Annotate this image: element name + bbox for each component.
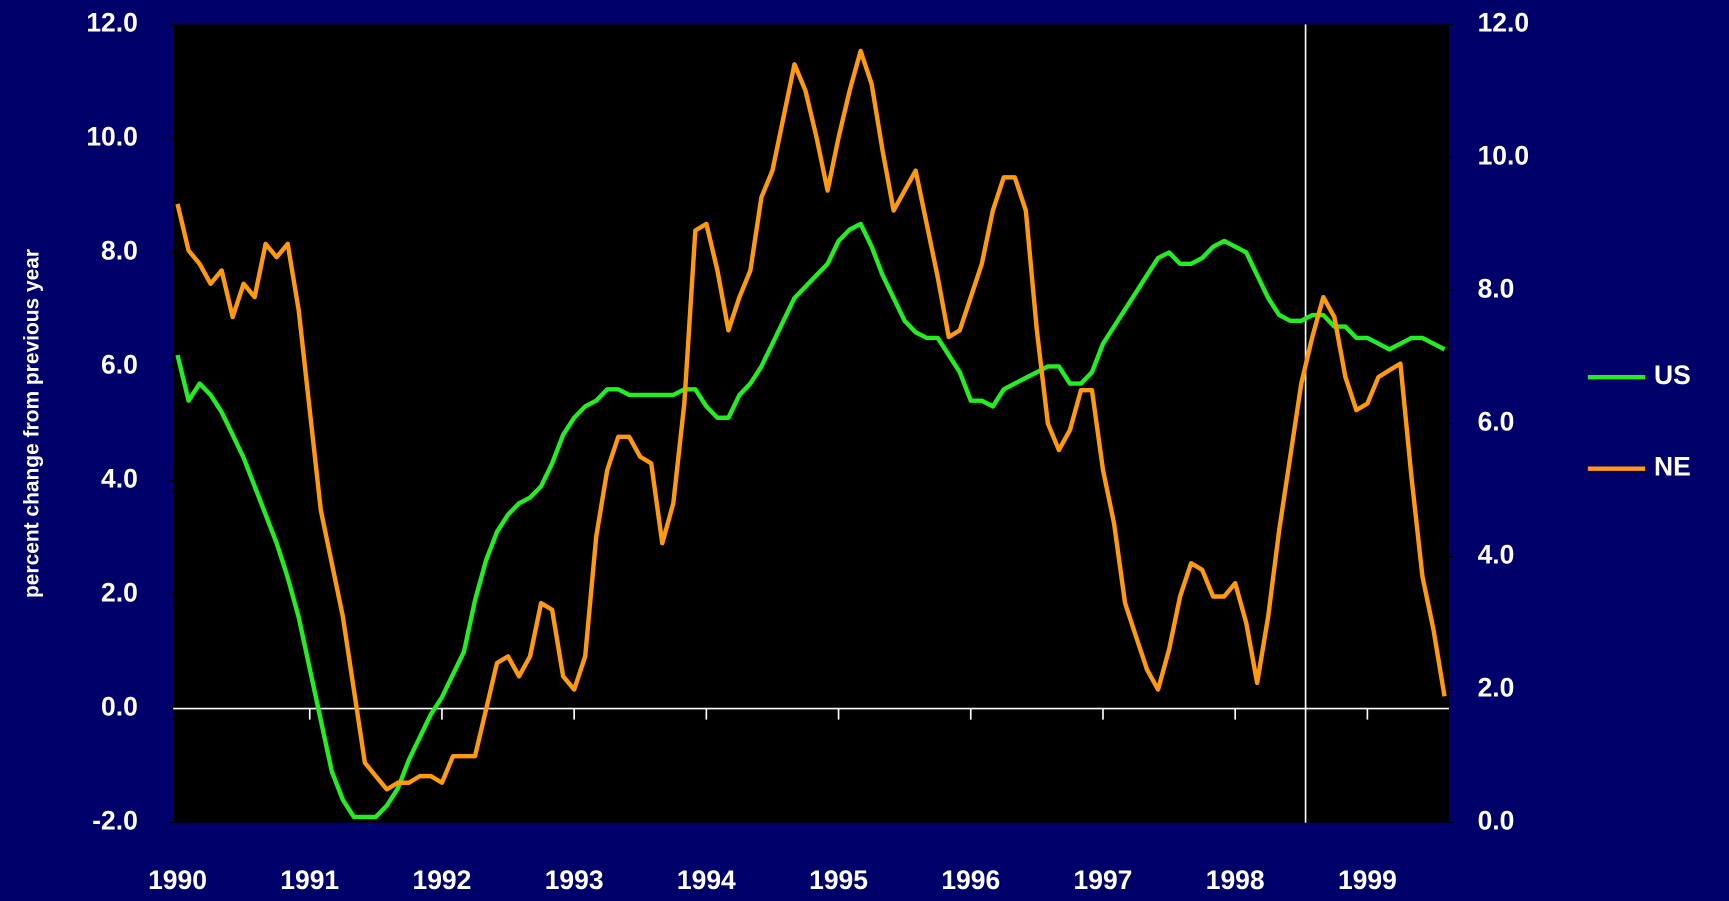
data-line <box>175 48 1447 792</box>
legend-label: NE <box>1654 452 1691 482</box>
y-axis-title: percent change from previous year <box>21 249 44 598</box>
x-tick-label: 1992 <box>413 865 472 895</box>
y-tick-label: 0.0 <box>101 692 138 722</box>
x-tick-label: 1991 <box>280 865 339 895</box>
y-tick-label: 4.0 <box>101 463 138 493</box>
y-tick-label: 6.0 <box>101 349 138 379</box>
y2-tick-label: 10.0 <box>1478 140 1530 170</box>
x-tick-label: 1994 <box>677 865 736 895</box>
y2-tick-label: 8.0 <box>1478 273 1515 303</box>
data-line <box>175 221 1446 820</box>
y-tick-label: 10.0 <box>86 121 138 151</box>
x-tick-label: 1998 <box>1206 865 1265 895</box>
legend-label: US <box>1654 360 1691 390</box>
y2-tick-label: 6.0 <box>1478 406 1515 436</box>
x-tick-label: 1996 <box>941 865 1000 895</box>
x-tick-label: 1995 <box>809 865 868 895</box>
plot-area <box>173 24 1449 823</box>
x-tick-label: 1993 <box>545 865 604 895</box>
y2-tick-label: 0.0 <box>1478 806 1515 836</box>
x-tick-label: 1990 <box>148 865 207 895</box>
y-tick-label: 2.0 <box>101 578 138 608</box>
y2-tick-label: 12.0 <box>1478 7 1530 37</box>
x-tick-label: 1997 <box>1074 865 1133 895</box>
y2-tick-label: 2.0 <box>1478 673 1515 703</box>
y-tick-label: 12.0 <box>86 7 138 37</box>
y-tick-label: -2.0 <box>92 806 138 836</box>
y-tick-label: 8.0 <box>101 235 138 265</box>
x-tick-label: 1999 <box>1338 865 1397 895</box>
y2-tick-label: 4.0 <box>1478 540 1515 570</box>
